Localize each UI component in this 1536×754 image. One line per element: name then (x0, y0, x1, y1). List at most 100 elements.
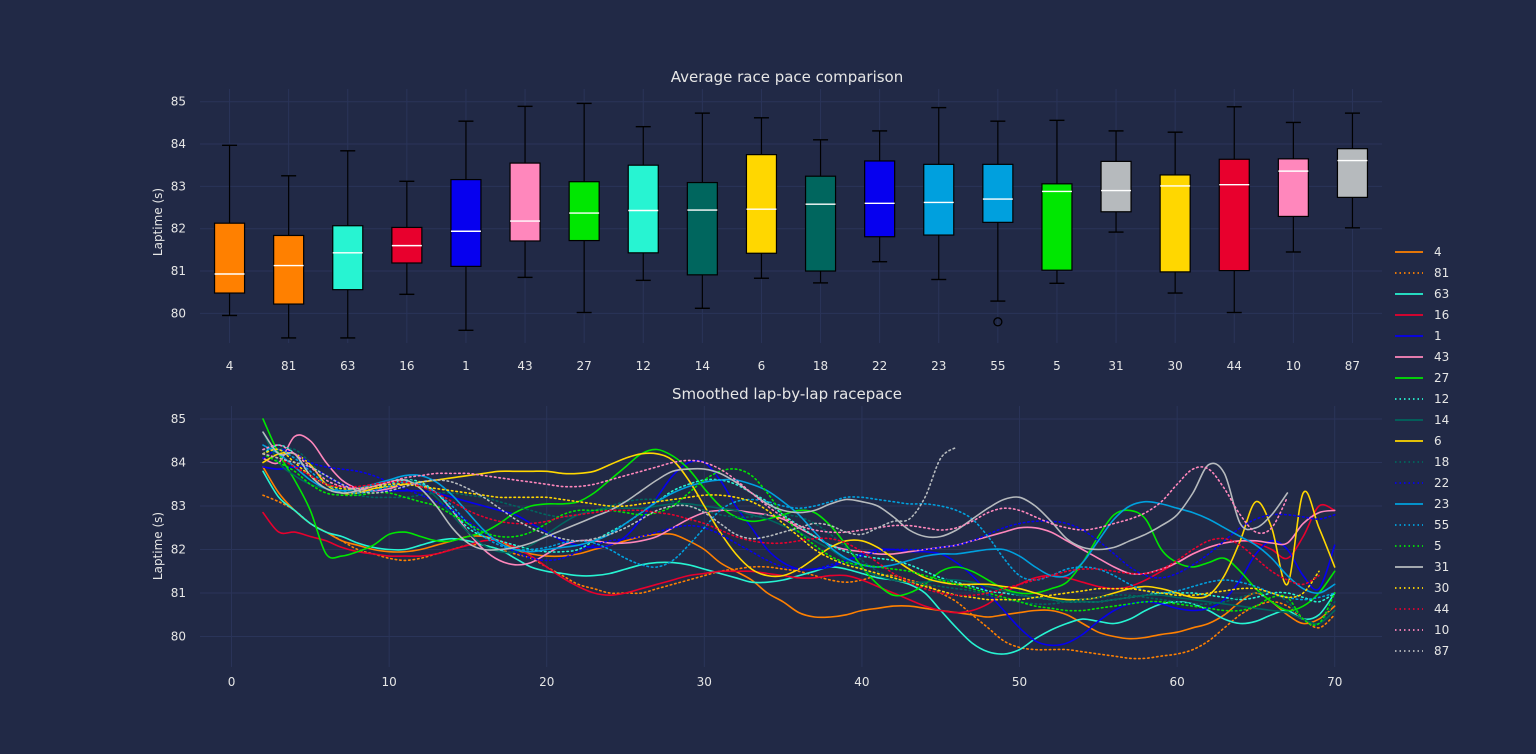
legend-label: 81 (1434, 266, 1449, 280)
legend-item-30: 30 (1395, 581, 1449, 595)
boxplot-x-tick-label: 43 (517, 359, 532, 373)
boxplot-x-tick-label: 6 (758, 359, 766, 373)
lineplot-series (262, 418, 1336, 660)
boxplot-x-tick-label: 63 (340, 359, 355, 373)
box-iqr (745, 154, 778, 254)
box-27 (568, 102, 600, 314)
lineplot-y-tick-label: 82 (171, 543, 186, 557)
lineplot-y-tick-label: 80 (171, 630, 186, 644)
box-81 (273, 175, 305, 339)
lineplot-x-tick-label: 70 (1327, 675, 1342, 689)
box-87 (1336, 112, 1369, 229)
box-5 (1041, 119, 1073, 285)
lineplot-x-tick-label: 30 (697, 675, 712, 689)
box-14 (686, 112, 718, 309)
boxplot-y-tick-label: 81 (171, 264, 186, 278)
box-16 (391, 180, 423, 296)
boxplot-y-tick-label: 82 (171, 222, 186, 236)
box-10 (1277, 121, 1309, 253)
lineplot-grid (200, 406, 1382, 667)
boxplot-y-ticks: 80 81 82 83 84 85 (171, 95, 186, 321)
legend-label: 5 (1434, 539, 1442, 553)
box-flier (993, 317, 1003, 327)
box-18 (804, 139, 837, 284)
legend-label: 31 (1434, 560, 1449, 574)
series-line-63 (262, 470, 1336, 655)
box-iqr (627, 164, 659, 254)
box-iqr (509, 162, 541, 242)
boxplot-y-tick-label: 84 (171, 137, 186, 151)
boxplot-x-tick-label: 55 (990, 359, 1005, 373)
legend-label: 6 (1434, 434, 1442, 448)
series-line-4 (262, 466, 1336, 640)
lineplot-y-tick-label: 84 (171, 456, 186, 470)
boxplot-x-tick-label: 1 (462, 359, 470, 373)
lineplot-y-ticks: 80 81 82 83 84 85 (171, 412, 186, 644)
lineplot-y-tick-label: 81 (171, 586, 186, 600)
legend-label: 4 (1434, 245, 1442, 259)
box-55 (982, 120, 1014, 327)
box-iqr (568, 181, 600, 242)
boxplot-x-tick-label: 31 (1108, 359, 1123, 373)
legend-label: 12 (1434, 392, 1449, 406)
box-iqr (982, 163, 1014, 223)
box-1 (450, 120, 482, 331)
series-line-16 (262, 503, 1336, 614)
legend-item-18: 18 (1395, 455, 1449, 469)
legend-label: 55 (1434, 518, 1449, 532)
box-6 (745, 117, 778, 279)
boxplot-title: Average race pace comparison (671, 68, 904, 86)
boxplot-x-tick-label: 87 (1345, 359, 1360, 373)
box-iqr (1159, 174, 1191, 273)
lineplot-y-tick-label: 83 (171, 499, 186, 513)
legend-item-81: 81 (1395, 266, 1449, 280)
legend-item-44: 44 (1395, 602, 1449, 616)
lineplot-x-ticks: 0 10 20 30 40 50 60 70 (228, 675, 1343, 689)
box-iqr (213, 222, 246, 294)
boxplot-x-tick-label: 4 (226, 359, 234, 373)
legend-label: 18 (1434, 455, 1449, 469)
box-iqr (1041, 183, 1073, 271)
lineplot-panel: Smoothed lap-by-lap racepace Laptime (s)… (151, 385, 1382, 689)
legend-label: 27 (1434, 371, 1449, 385)
boxplot-x-tick-label: 22 (872, 359, 887, 373)
legend-item-31: 31 (1395, 560, 1449, 574)
box-44 (1218, 106, 1250, 314)
box-iqr (1100, 160, 1132, 213)
boxplot-ylabel: Laptime (s) (151, 188, 165, 256)
boxplot-grid (200, 89, 1382, 343)
series-line-6 (262, 451, 1336, 601)
legend-item-16: 16 (1395, 308, 1449, 322)
lineplot-x-tick-label: 50 (1012, 675, 1027, 689)
boxplot-y-tick-label: 80 (171, 306, 186, 320)
box-iqr (1218, 158, 1250, 272)
legend-label: 16 (1434, 308, 1449, 322)
series-line-81 (262, 494, 1336, 660)
boxplot-x-tick-label: 30 (1168, 359, 1183, 373)
series-line-10 (262, 444, 1289, 535)
legend-label: 44 (1434, 602, 1449, 616)
box-63 (332, 150, 364, 339)
legend-item-22: 22 (1395, 476, 1449, 490)
legend-item-1: 1 (1395, 329, 1442, 343)
box-30 (1159, 131, 1191, 294)
legend-label: 23 (1434, 497, 1449, 511)
series-line-22 (262, 448, 1336, 579)
lineplot-x-tick-label: 40 (854, 675, 869, 689)
lineplot-x-tick-label: 60 (1169, 675, 1184, 689)
boxplot-boxes (213, 102, 1369, 339)
lineplot-x-tick-label: 20 (539, 675, 554, 689)
legend-item-5: 5 (1395, 539, 1442, 553)
box-iqr (804, 175, 837, 272)
legend-label: 30 (1434, 581, 1449, 595)
series-line-31 (262, 431, 1289, 551)
boxplot-x-tick-label: 10 (1286, 359, 1301, 373)
boxplot-x-ticks: 4 81 63 16 1 43 27 12 14 6 18 22 23 55 5 31 30 44 10 87 (226, 359, 1360, 373)
box-iqr (273, 234, 305, 305)
boxplot-x-tick-label: 44 (1227, 359, 1242, 373)
legend-label: 63 (1434, 287, 1449, 301)
box-iqr (1277, 158, 1309, 218)
legend-label: 43 (1434, 350, 1449, 364)
